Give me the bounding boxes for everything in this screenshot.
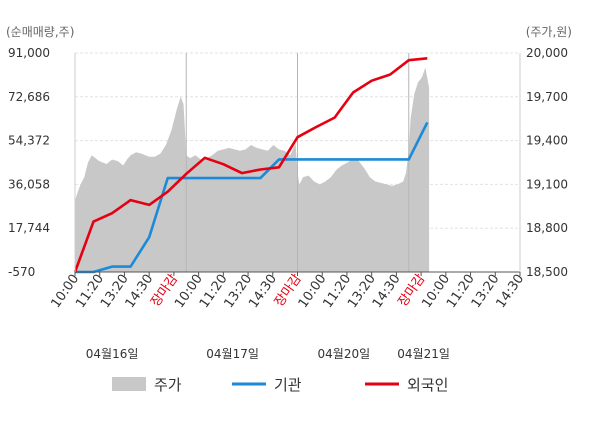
right-tick-label: 20,000 [526, 46, 568, 60]
left-tick-label: 54,372 [8, 134, 50, 148]
legend-item-institution: 기관 [274, 376, 302, 394]
left-tick-label: 91,000 [8, 46, 50, 60]
right-tick-label: 19,400 [526, 134, 568, 148]
legend-item-price: 주가 [154, 376, 182, 394]
left-tick-label: 17,744 [8, 221, 50, 235]
series-line-foreign [73, 57, 428, 273]
price-area [75, 67, 430, 272]
right-tick-label: 19,700 [526, 90, 568, 104]
right-tick-label: 18,500 [526, 265, 568, 279]
legend-item-foreign: 외국인 [407, 376, 448, 394]
series-lines [73, 57, 429, 274]
right-tick-label: 19,100 [526, 177, 568, 191]
left-tick-label: 36,058 [8, 177, 50, 191]
date-label: 04월20일 [318, 347, 371, 361]
legend: 주가 기관 외국인 [112, 376, 448, 394]
right-axis-unit: (주가,원) [526, 25, 572, 39]
date-label: 04월16일 [86, 347, 139, 361]
left-axis-unit: (순매매량,주) [6, 25, 74, 39]
day-dividers [185, 53, 410, 272]
date-label: 04월17일 [206, 347, 259, 361]
right-tick-label: 18,800 [526, 221, 568, 235]
left-tick-label: -570 [8, 265, 35, 279]
date-label: 04월21일 [397, 347, 450, 361]
left-tick-label: 72,686 [8, 90, 50, 104]
price-area-layer [75, 67, 430, 272]
series-line-institution [75, 121, 429, 274]
legend-swatch-price [112, 377, 146, 391]
